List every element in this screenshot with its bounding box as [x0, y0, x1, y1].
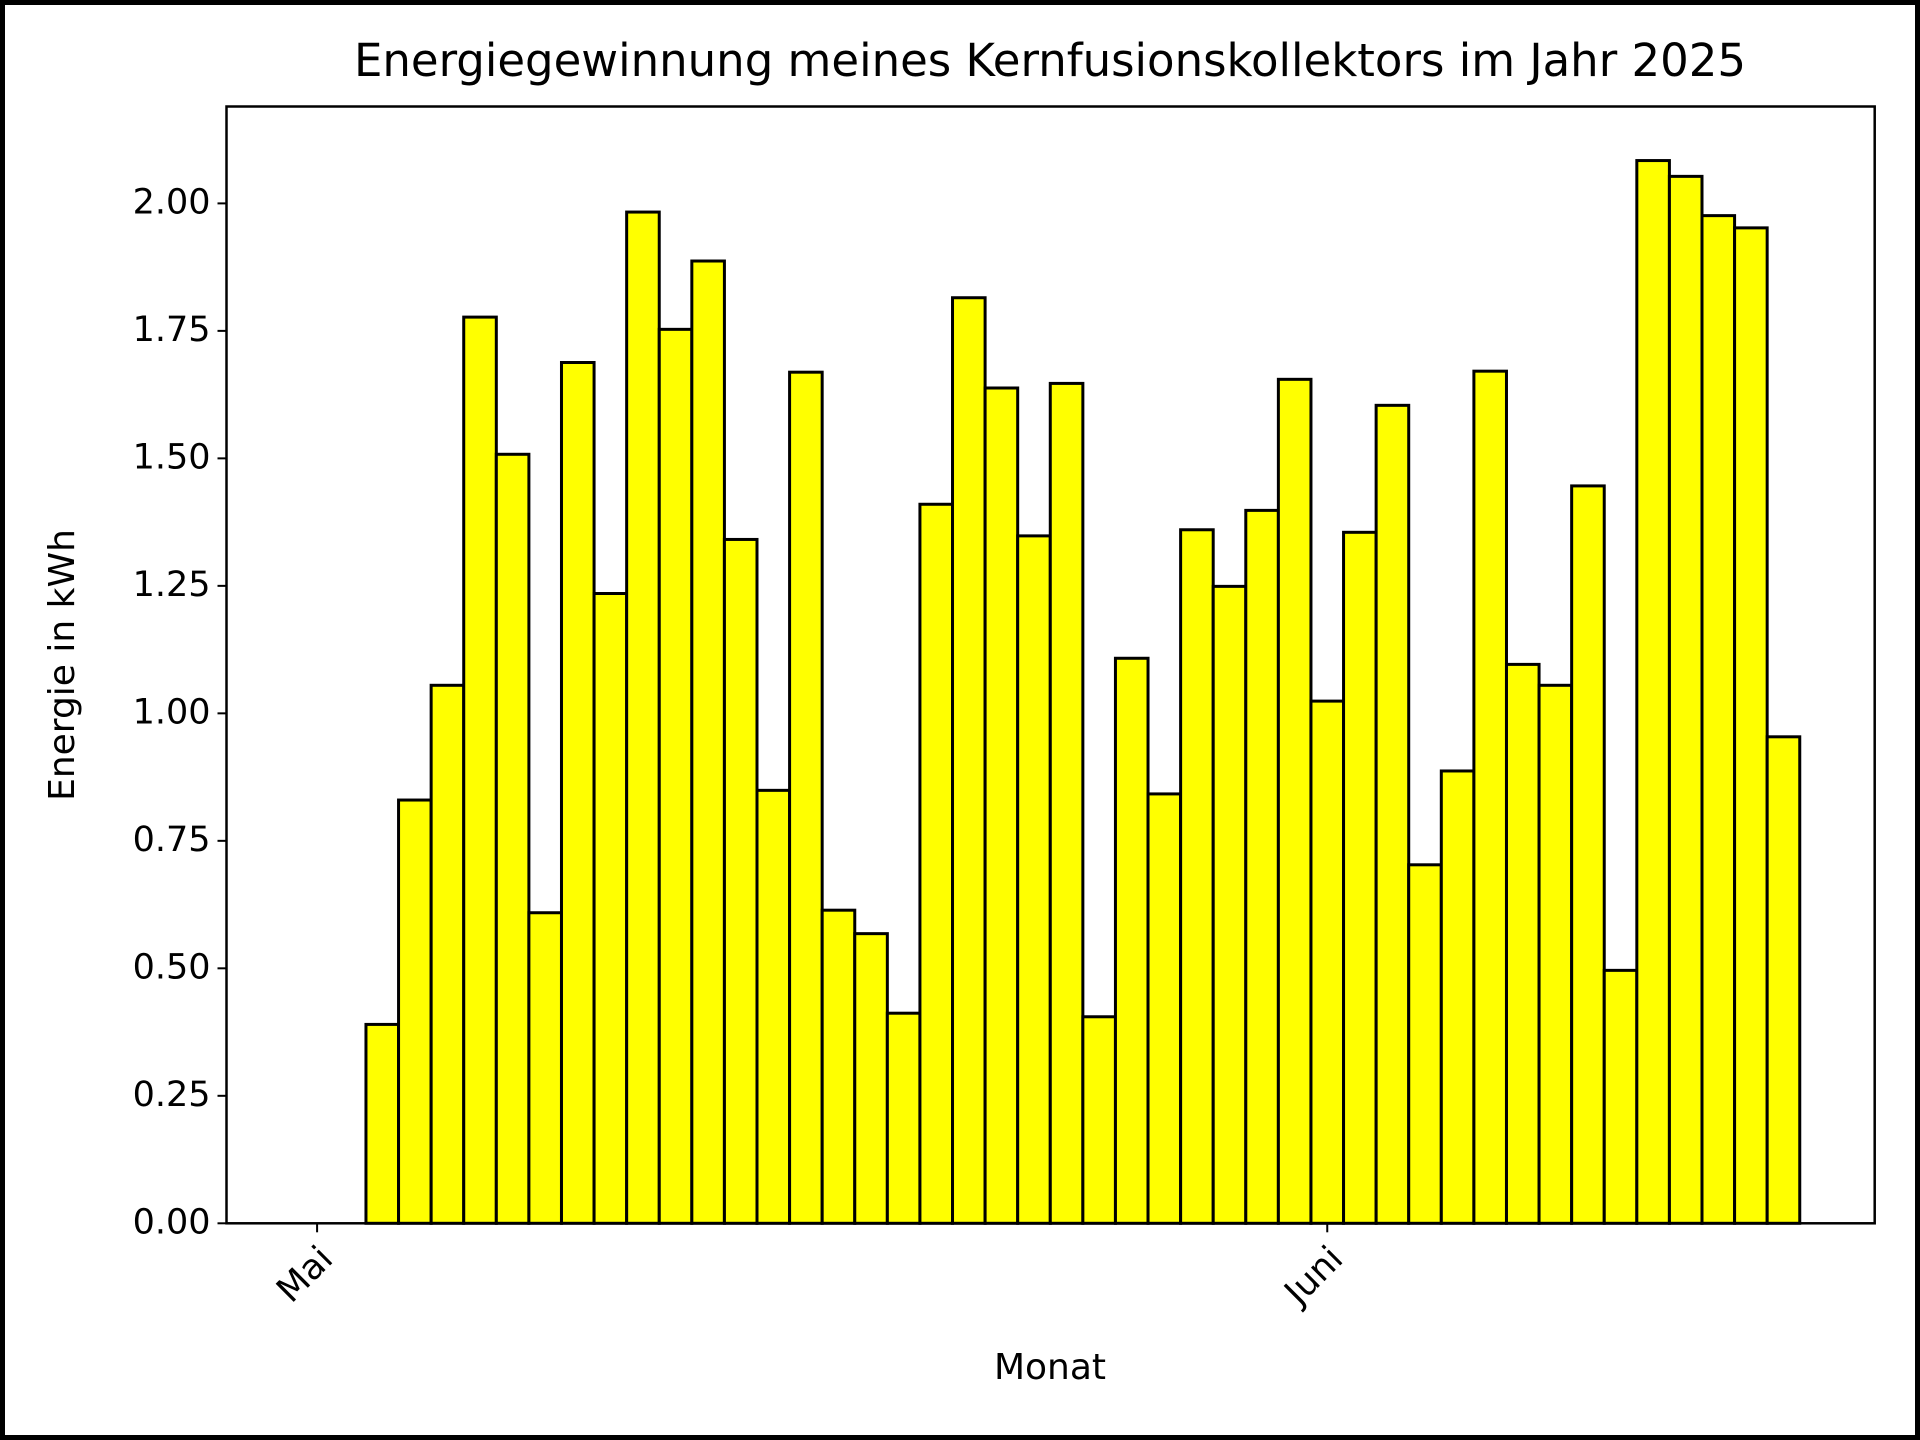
- bar: [1407, 863, 1443, 1225]
- y-axis-label: Energie in kWh: [42, 529, 83, 801]
- bar: [1081, 1015, 1117, 1225]
- bar: [462, 315, 498, 1225]
- bar: [788, 370, 824, 1225]
- y-tick-label: 2.00: [133, 182, 211, 222]
- bar: [1700, 214, 1737, 1225]
- bar: [494, 452, 531, 1225]
- bar: [1179, 528, 1215, 1225]
- bar: [755, 788, 792, 1225]
- y-tick-label: 0.00: [133, 1202, 211, 1242]
- chart-title: Energiegewinnung meines Kernfusionskolle…: [354, 34, 1746, 87]
- y-tick-label: 0.50: [133, 947, 211, 987]
- y-tick-label: 1.25: [133, 565, 211, 605]
- bar: [1309, 699, 1346, 1225]
- bar: [1439, 769, 1476, 1225]
- bar: [820, 908, 857, 1225]
- bar: [1374, 403, 1411, 1225]
- bar: [1602, 968, 1639, 1225]
- bar: [625, 210, 661, 1225]
- bar: [983, 386, 1020, 1225]
- bar: [918, 502, 955, 1225]
- bar: [527, 911, 563, 1225]
- bar: [592, 592, 629, 1225]
- y-tick-label: 0.25: [133, 1075, 211, 1115]
- bar: [657, 327, 694, 1225]
- bar: [1048, 381, 1085, 1225]
- x-axis-label: Monat: [994, 1347, 1106, 1388]
- bar: [853, 932, 889, 1225]
- bar: [364, 1022, 401, 1225]
- bar: [722, 537, 759, 1225]
- bar: [1146, 792, 1183, 1225]
- y-tick-label: 1.50: [133, 437, 211, 477]
- y-tick-label: 1.00: [133, 692, 211, 732]
- bar: [1733, 226, 1769, 1225]
- bar: [559, 360, 596, 1225]
- bar: [951, 296, 987, 1225]
- y-tick-label: 1.75: [133, 310, 211, 350]
- bar: [1667, 174, 1704, 1225]
- bar: [1570, 484, 1606, 1225]
- bar: [690, 259, 726, 1225]
- bar: [1016, 534, 1052, 1225]
- bar: [397, 798, 433, 1225]
- bar: [429, 683, 466, 1225]
- bar: [1504, 662, 1541, 1225]
- y-tick-label: 0.75: [133, 820, 211, 860]
- bar: [1113, 656, 1150, 1225]
- bar: [1276, 377, 1313, 1225]
- bar: [1472, 369, 1508, 1225]
- bar: [1765, 735, 1802, 1225]
- bar: [885, 1011, 922, 1225]
- bar: [1211, 584, 1248, 1225]
- plot-frame: [225, 105, 1876, 1225]
- bar: [1537, 683, 1574, 1225]
- bar: [1342, 530, 1378, 1225]
- bar: [1244, 508, 1280, 1225]
- bar: [1635, 159, 1671, 1225]
